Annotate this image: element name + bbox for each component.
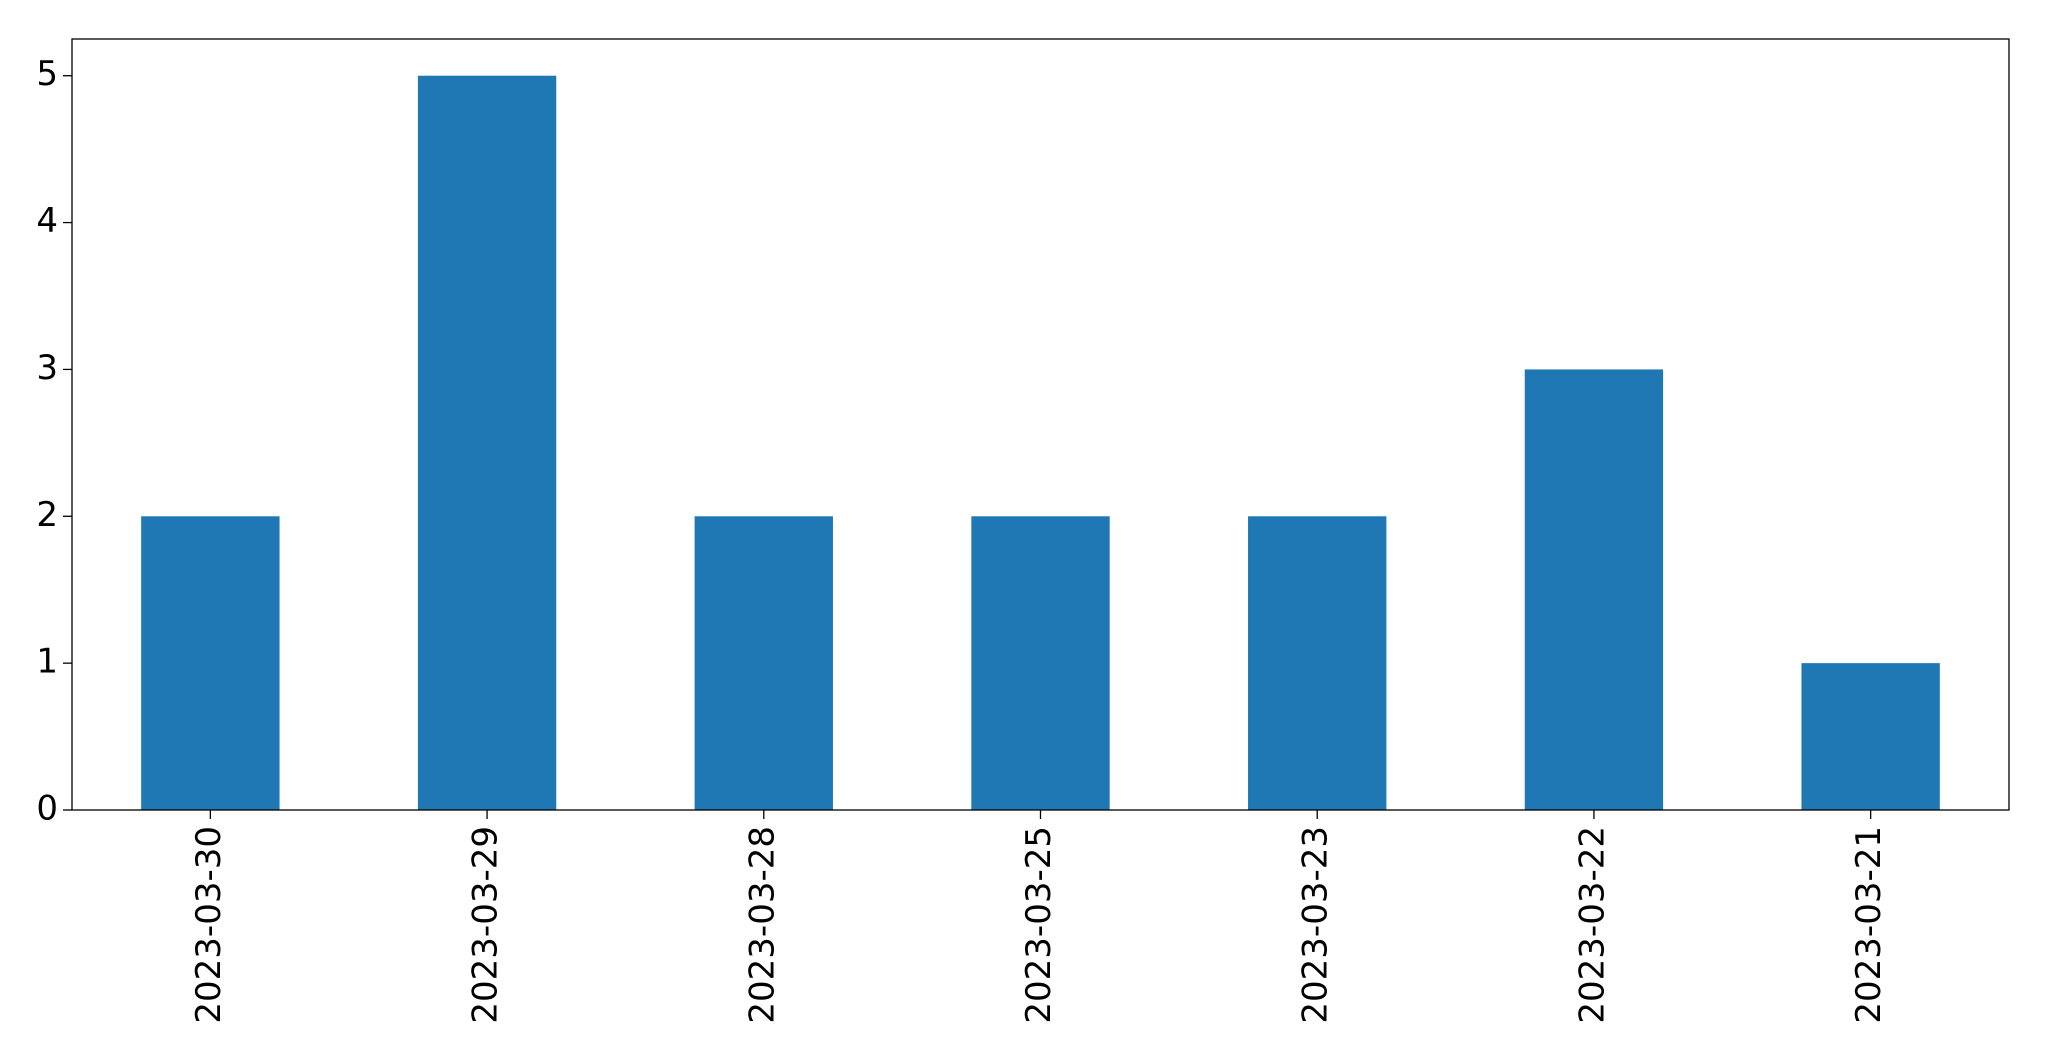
- x-tick-label: 2023-03-23: [1296, 826, 1336, 1024]
- bar: [141, 516, 280, 810]
- x-tick-label: 2023-03-28: [742, 826, 782, 1024]
- y-tick-label: 1: [36, 642, 58, 682]
- bar: [1248, 516, 1387, 810]
- x-tick-label: 2023-03-30: [189, 826, 229, 1024]
- y-tick-label: 5: [36, 54, 58, 94]
- y-tick-label: 3: [36, 348, 58, 388]
- bar: [971, 516, 1110, 810]
- x-tick-label: 2023-03-22: [1572, 826, 1612, 1024]
- plot-frame: [71, 38, 2010, 811]
- x-tick-label: 2023-03-29: [466, 826, 506, 1024]
- bar: [1524, 369, 1664, 810]
- x-tick-label: 2023-03-25: [1019, 826, 1059, 1024]
- y-tick-label: 4: [36, 201, 58, 241]
- bar: [1801, 663, 1940, 810]
- bar: [694, 516, 833, 810]
- y-tick-label: 2: [36, 495, 58, 535]
- bar: [417, 75, 557, 810]
- y-tick-label: 0: [36, 789, 58, 829]
- x-tick-label: 2023-03-21: [1849, 826, 1889, 1024]
